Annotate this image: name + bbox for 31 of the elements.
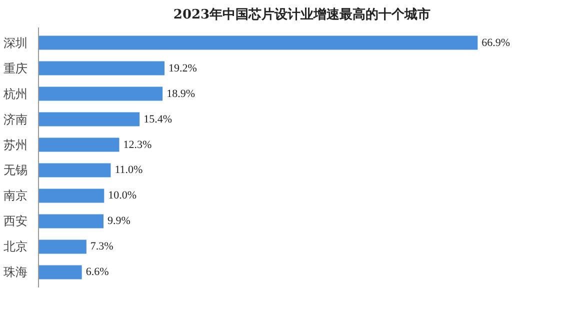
y-tick-label: 珠海 <box>4 265 28 280</box>
y-tick-label: 无锡 <box>4 163 28 178</box>
y-tick-label: 北京 <box>4 240 28 254</box>
bar <box>38 188 104 203</box>
y-tick-label: 重庆 <box>4 61 28 76</box>
y-tick-label: 深圳 <box>4 36 28 50</box>
data-label: 19.2% <box>168 62 197 74</box>
bar <box>38 138 120 152</box>
data-label: 11.0% <box>114 164 143 176</box>
bar <box>38 61 165 76</box>
data-label: 7.3% <box>90 240 114 253</box>
bar <box>38 112 140 126</box>
y-tick-label: 西安 <box>4 214 28 228</box>
data-label: 66.9% <box>482 36 510 49</box>
data-label: 6.6% <box>86 266 109 278</box>
y-tick-label: 杭州 <box>2 86 28 101</box>
bar <box>38 86 163 101</box>
bar <box>38 265 82 280</box>
data-label: 18.9% <box>166 88 195 100</box>
y-tick-label: 苏州 <box>4 138 28 152</box>
data-label: 10.0% <box>108 190 137 202</box>
bar <box>38 163 111 178</box>
bar <box>38 240 86 254</box>
data-label: 12.3% <box>123 138 152 151</box>
data-label: 15.4% <box>144 113 172 126</box>
chart-title: 2023年中国芯片设计业增速最高的十个城市 <box>173 6 431 22</box>
data-label: 9.9% <box>107 215 130 228</box>
bar <box>38 214 104 228</box>
bar <box>38 36 478 50</box>
y-tick-label: 济南 <box>4 112 28 126</box>
y-tick-label: 南京 <box>4 188 28 203</box>
